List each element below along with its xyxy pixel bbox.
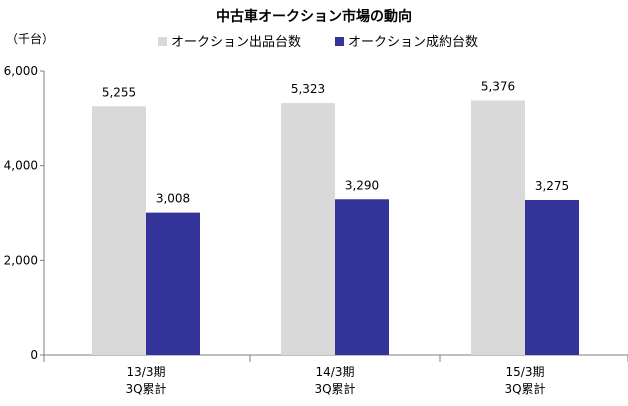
data-labels: 5,255 3,008 5,323 3,290 5,376 3,275 — [102, 80, 569, 206]
y-axis-unit-label: （千台） — [6, 31, 54, 46]
data-label-series1-cat1: 5,255 — [102, 85, 136, 99]
category-label-2-line-2: 3Q累計 — [314, 381, 355, 396]
bar-series2-cat2 — [335, 199, 389, 355]
chart-title: 中古車オークション市場の動向 — [216, 8, 412, 25]
bar-series2-cat3 — [525, 199, 579, 355]
bar-series1-cat2 — [281, 103, 335, 355]
y-tick-label: 0 — [30, 348, 38, 362]
category-label-3-line-1: 15/3期 — [506, 365, 545, 379]
bar-series1-cat3 — [471, 100, 525, 355]
legend-label-1: オークション出品台数 — [171, 35, 301, 50]
category-label-2-line-1: 14/3期 — [316, 365, 355, 379]
legend: オークション出品台数 オークション成約台数 — [158, 35, 478, 50]
y-tick-label: 2,000 — [4, 253, 38, 267]
legend-swatch-1 — [158, 37, 167, 46]
bar-series2-cat1 — [146, 212, 200, 355]
y-tick-label: 4,000 — [4, 159, 38, 173]
legend-label-2: オークション成約台数 — [348, 35, 478, 50]
data-label-series1-cat2: 5,323 — [291, 82, 325, 96]
legend-swatch-2 — [335, 37, 344, 46]
category-labels: 13/3期 3Q累計 14/3期 3Q累計 15/3期 3Q累計 — [125, 365, 545, 396]
data-label-series2-cat1: 3,008 — [156, 192, 190, 206]
data-label-series2-cat2: 3,290 — [345, 178, 379, 192]
category-label-3-line-2: 3Q累計 — [504, 381, 545, 396]
data-label-series1-cat3: 5,376 — [481, 80, 515, 94]
category-label-1-line-2: 3Q累計 — [125, 381, 166, 396]
category-label-1-line-1: 13/3期 — [127, 365, 166, 379]
bars — [92, 100, 579, 355]
y-tick-label: 6,000 — [4, 64, 38, 78]
data-label-series2-cat3: 3,275 — [535, 179, 569, 193]
bar-series1-cat1 — [92, 106, 146, 355]
